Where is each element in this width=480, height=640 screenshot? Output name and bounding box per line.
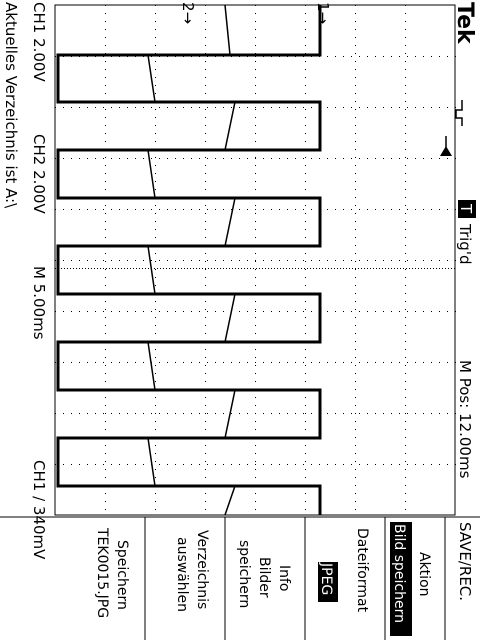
- position-readout: M Pos: 12.00ms: [456, 360, 474, 479]
- timebase-readout: M 5.00ms: [30, 266, 48, 340]
- ch2-ground-marker: 2→: [179, 2, 197, 24]
- trigger-level-marker: [440, 146, 452, 156]
- svg-text:SAVE/REC.: SAVE/REC.: [456, 522, 474, 601]
- menu-action-value: Bild speichern: [391, 524, 407, 623]
- trigger-status-text: Trig'd: [456, 223, 474, 264]
- menu-save-button[interactable]: Speichern TEK0015.JPG: [94, 517, 146, 640]
- svg-text:T: T: [457, 203, 475, 214]
- menu-directory-button[interactable]: Verzeichnis auswählen: [174, 517, 226, 640]
- menu-info-line1: Info: [276, 565, 292, 592]
- ch1-ground-marker: 1→: [314, 2, 332, 24]
- menu-format-label: Dateiformat: [354, 528, 370, 613]
- menu-title: SAVE/REC.: [456, 522, 474, 601]
- ch1-scale-readout: CH1 2.00V: [30, 2, 48, 82]
- menu-info-line3: speichern: [236, 540, 252, 608]
- directory-message: Aktuelles Verzeichnis ist A:\: [2, 2, 20, 209]
- brand-logo: Tek: [452, 2, 477, 45]
- menu-info-button[interactable]: Info Bilder speichern: [236, 517, 306, 640]
- menu-directory-line2: auswählen: [174, 537, 190, 612]
- menu-save-line2: TEK0015.JPG: [94, 527, 110, 618]
- menu-save-line1: Speichern: [114, 540, 130, 610]
- menu-info-line2: Bilder: [256, 557, 272, 598]
- menu-format-value: JPEG: [318, 562, 334, 595]
- trigger-readout: CH1 ∕ 340mV: [30, 460, 48, 560]
- menu-directory-line1: Verzeichnis: [194, 530, 210, 609]
- menu-action-button[interactable]: Aktion Bild speichern: [390, 517, 446, 640]
- menu-action-label: Aktion: [416, 552, 432, 597]
- waveforms: [56, 4, 322, 516]
- menu-format-button[interactable]: Dateiformat JPEG: [318, 517, 386, 640]
- trigger-status-badge: T: [457, 200, 476, 218]
- acquisition-icon: [455, 100, 463, 126]
- save-rec-menu: SAVE/REC. Aktion Bild speichern Dateifor…: [0, 516, 480, 640]
- ch2-scale-readout: CH2 2.00V: [30, 134, 48, 214]
- ch2-waveform: [147, 4, 237, 516]
